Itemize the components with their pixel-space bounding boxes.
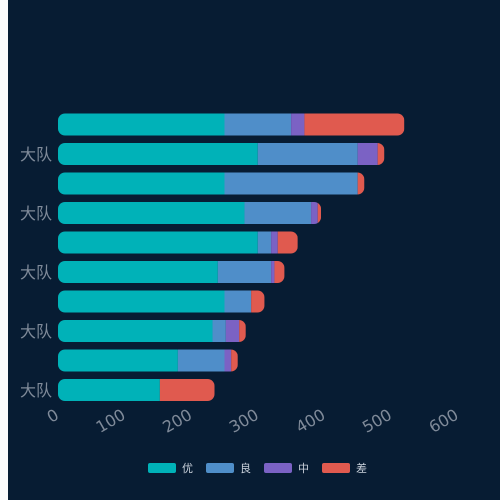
legend-label[interactable]: 中 <box>298 462 309 475</box>
category-label: 大队 <box>20 145 52 164</box>
x-tick-label: 300 <box>226 405 262 437</box>
bar-segment-2[interactable] <box>244 202 312 224</box>
bar-segment-4[interactable] <box>377 143 385 165</box>
bar-segment-1[interactable] <box>58 172 225 195</box>
legend-label[interactable]: 差 <box>356 461 367 475</box>
bar-row <box>58 320 246 342</box>
x-axis-ticks: 0 100 200 300 400 500 600 <box>44 405 462 437</box>
bar-row <box>58 349 238 372</box>
bar-segment-2[interactable] <box>257 143 358 165</box>
bar-segment-4[interactable] <box>251 290 265 313</box>
bar-segment-1[interactable] <box>58 202 245 224</box>
bar-segment-4[interactable] <box>159 379 215 401</box>
bar-row <box>58 261 285 283</box>
x-tick-label: 100 <box>93 405 129 437</box>
x-tick-label: 200 <box>159 405 195 437</box>
bar-segment-1[interactable] <box>58 231 258 254</box>
bar-segment-3[interactable] <box>357 143 378 165</box>
bar-segment-1[interactable] <box>58 379 160 401</box>
bar-segment-1[interactable] <box>58 261 218 283</box>
category-label: 大队 <box>20 204 52 223</box>
bar-row <box>58 290 265 313</box>
bar-row <box>58 202 322 224</box>
bar-segment-2[interactable] <box>177 349 225 372</box>
category-label: 大队 <box>20 322 52 341</box>
bar-segment-4[interactable] <box>304 113 405 136</box>
bar-segment-1[interactable] <box>58 349 178 372</box>
x-tick-label: 500 <box>359 405 395 437</box>
bar-segment-3[interactable] <box>271 261 275 283</box>
bar-segment-4[interactable] <box>274 261 285 283</box>
legend-swatch[interactable] <box>148 463 176 473</box>
bar-segment-4[interactable] <box>277 231 298 254</box>
bar-segment-2[interactable] <box>217 261 272 283</box>
bar-segment-3[interactable] <box>224 349 232 372</box>
bar-segment-4[interactable] <box>357 172 365 195</box>
bar-segment-4[interactable] <box>317 202 322 224</box>
x-tick-label: 400 <box>292 405 328 437</box>
bar-segment-1[interactable] <box>58 113 225 136</box>
bar-segment-3[interactable] <box>225 320 240 342</box>
bar-segment-2[interactable] <box>224 113 292 136</box>
bar-row <box>58 231 298 254</box>
legend: 优良中差 <box>148 461 367 475</box>
bars-group <box>58 113 405 401</box>
bar-segment-1[interactable] <box>58 290 225 313</box>
stacked-bar-chart: 大队大队大队大队大队 0 100 200 300 400 500 600 优良中差 <box>20 113 462 475</box>
bar-segment-4[interactable] <box>231 349 238 372</box>
bar-row <box>58 113 405 136</box>
bar-row <box>58 379 215 401</box>
bar-segment-2[interactable] <box>224 172 358 195</box>
legend-swatch[interactable] <box>322 463 350 473</box>
chart-panel: 大队 大队 大队 大队 大队 0 100 200 300 400 500 600 优良中差 <box>8 0 500 500</box>
legend-swatch[interactable] <box>206 463 234 473</box>
bar-segment-2[interactable] <box>224 290 252 313</box>
bar-segment-4[interactable] <box>239 320 246 342</box>
bar-segment-3[interactable] <box>291 113 305 136</box>
bar-segment-2[interactable] <box>212 320 226 342</box>
bar-segment-1[interactable] <box>58 320 213 342</box>
bar-segment-3[interactable] <box>311 202 318 224</box>
bar-segment-3[interactable] <box>271 231 278 254</box>
category-label: 大队 <box>20 263 52 282</box>
legend-label[interactable]: 良 <box>240 461 251 475</box>
bar-row <box>58 172 365 195</box>
x-tick-label: 0 <box>44 405 62 427</box>
category-label: 大队 <box>20 381 52 400</box>
bar-segment-1[interactable] <box>58 143 258 165</box>
legend-swatch[interactable] <box>264 463 292 473</box>
bar-row <box>58 143 385 165</box>
bar-segment-2[interactable] <box>257 231 272 254</box>
x-tick-label: 600 <box>426 405 462 437</box>
legend-label[interactable]: 优 <box>182 462 193 475</box>
